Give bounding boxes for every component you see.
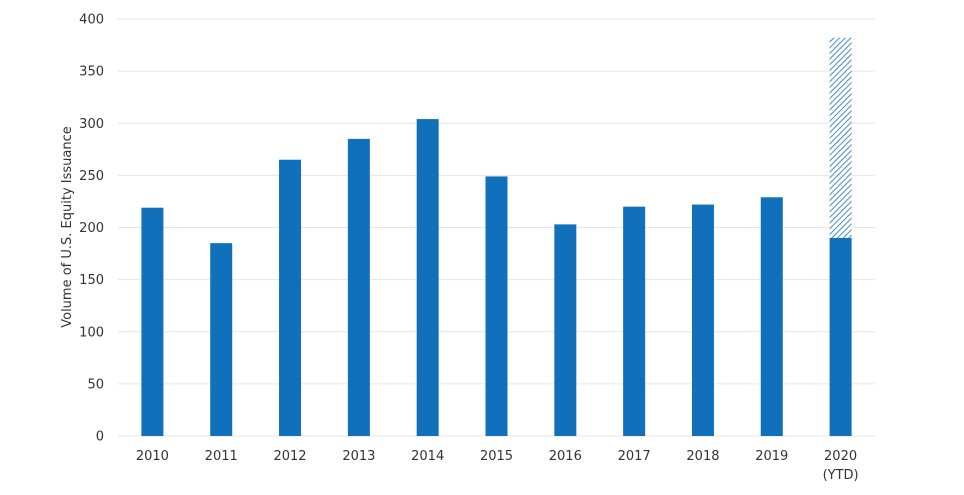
y-tick-label: 200 <box>79 221 104 236</box>
y-tick-label: 50 <box>87 377 104 392</box>
x-tick-label: 2015 <box>480 449 513 464</box>
x-tick-sublabel: (YTD) <box>823 468 859 483</box>
y-tick-label: 300 <box>79 117 104 132</box>
x-tick-label: 2014 <box>411 449 444 464</box>
x-tick-label: 2017 <box>618 449 651 464</box>
x-tick-label: 2019 <box>755 449 788 464</box>
bar-2019 <box>760 197 783 436</box>
x-tick-label: 2016 <box>549 449 582 464</box>
bar-2015 <box>485 176 508 437</box>
y-tick-label: 350 <box>79 65 104 80</box>
y-tick-label: 100 <box>79 325 104 340</box>
bar-2020 <box>829 237 852 436</box>
x-tick-label: 2010 <box>136 449 169 464</box>
y-axis-label: Volume of U.S. Equity Issuance <box>60 126 75 328</box>
y-tick-label: 0 <box>96 430 104 445</box>
y-tick-label: 400 <box>79 13 104 28</box>
x-tick-label: 2012 <box>273 449 306 464</box>
bar-2013 <box>347 138 370 436</box>
x-tick-label: 2018 <box>686 449 719 464</box>
bar-2010 <box>141 207 164 436</box>
bar-hatched-2020 <box>829 37 852 238</box>
x-axis-ticks: 2010 2011 2012 2013 2014 2015 2016 2017 2018 2019… <box>136 449 859 483</box>
bars <box>141 37 852 437</box>
y-tick-label: 250 <box>79 169 104 184</box>
x-tick-label: 2020 <box>824 449 857 464</box>
y-axis-ticks: 0 50 100 150 200 250 300 350 400 <box>79 13 104 445</box>
y-tick-label: 150 <box>79 273 104 288</box>
bar-2016 <box>554 224 577 436</box>
bar-2014 <box>416 119 439 436</box>
bar-2017 <box>623 206 646 436</box>
bar-2011 <box>210 243 233 436</box>
x-tick-label: 2011 <box>205 449 238 464</box>
x-tick-label: 2013 <box>342 449 375 464</box>
bar-2012 <box>279 159 302 437</box>
bar-2018 <box>691 204 714 436</box>
